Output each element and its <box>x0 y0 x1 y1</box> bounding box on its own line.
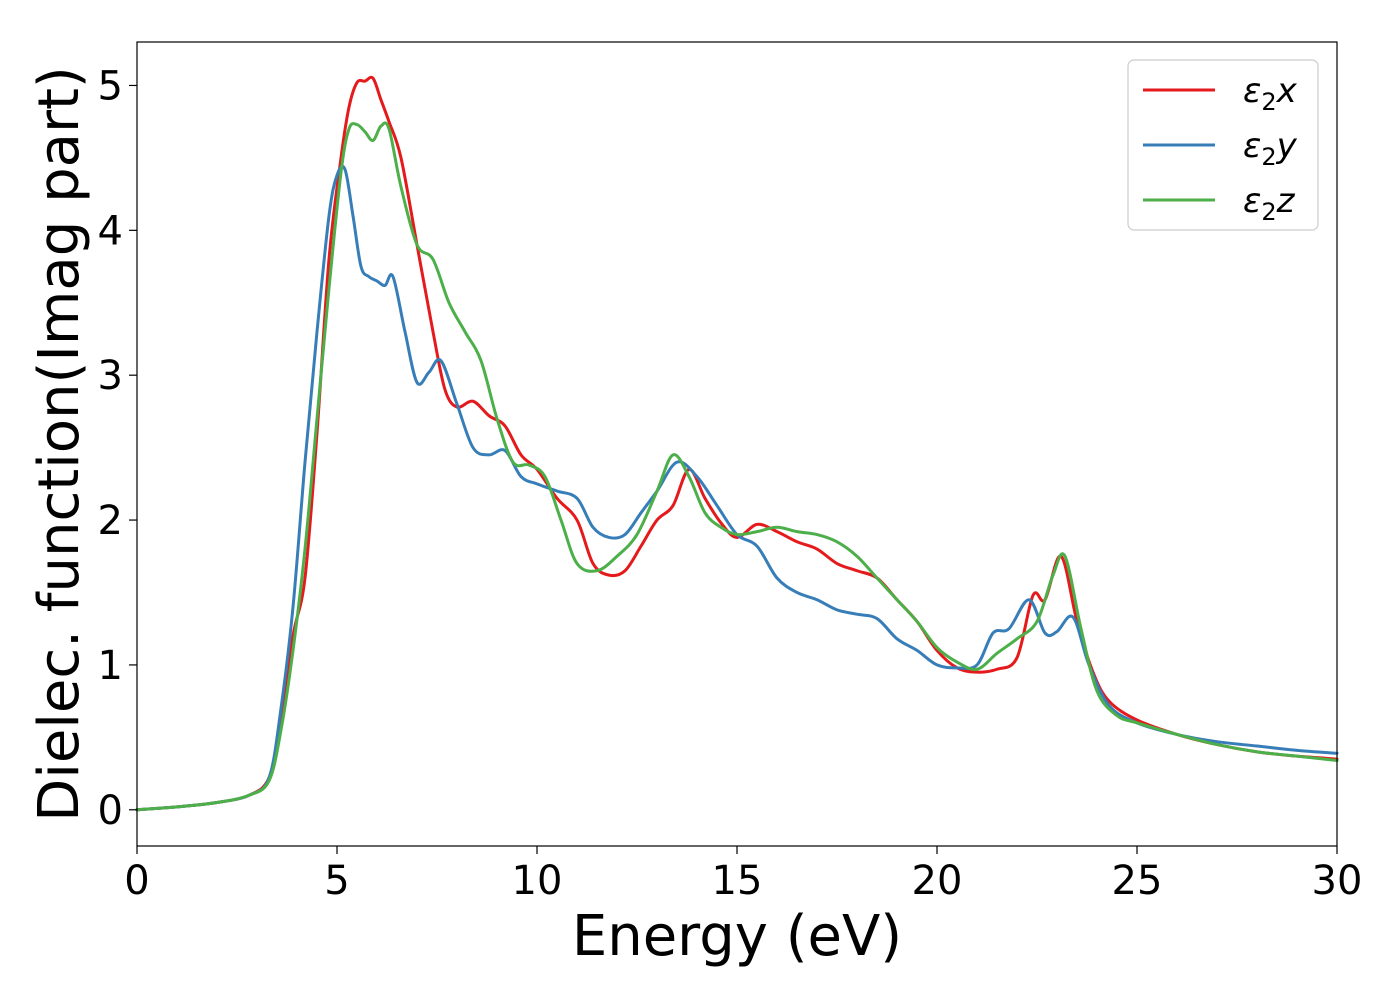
legend-box <box>1127 59 1319 231</box>
x-axis: 0 5 10 15 20 25 30 <box>124 846 1362 904</box>
x-tick-label: 5 <box>324 858 349 904</box>
y-tick-label: 4 <box>98 208 123 254</box>
y-tick-label: 2 <box>98 498 123 544</box>
x-tick-label: 30 <box>1312 858 1363 904</box>
x-tick-label: 15 <box>712 858 763 904</box>
y-tick-label: 5 <box>98 63 123 109</box>
legend-label-z: ε2z <box>1243 181 1296 226</box>
x-tick-label: 0 <box>124 858 149 904</box>
series-line-x <box>135 75 1339 812</box>
y-axis-title: Dielec. function(Imag part) <box>27 66 92 822</box>
y-axis: 0 1 2 3 4 5 <box>98 63 137 834</box>
y-tick-label: 0 <box>98 788 123 834</box>
x-tick-label: 10 <box>512 858 563 904</box>
legend: ε2x ε2y ε2z <box>1127 59 1319 231</box>
series-line-z <box>135 121 1339 812</box>
series-line-y <box>135 164 1339 812</box>
series-layer <box>135 75 1339 812</box>
y-tick-label: 3 <box>98 353 123 399</box>
x-tick-label: 25 <box>1112 858 1163 904</box>
legend-label-y: ε2y <box>1243 126 1298 171</box>
x-tick-label: 20 <box>912 858 963 904</box>
legend-label-x: ε2x <box>1243 71 1298 116</box>
x-axis-title: Energy (eV) <box>572 904 902 969</box>
y-tick-label: 1 <box>98 643 123 689</box>
